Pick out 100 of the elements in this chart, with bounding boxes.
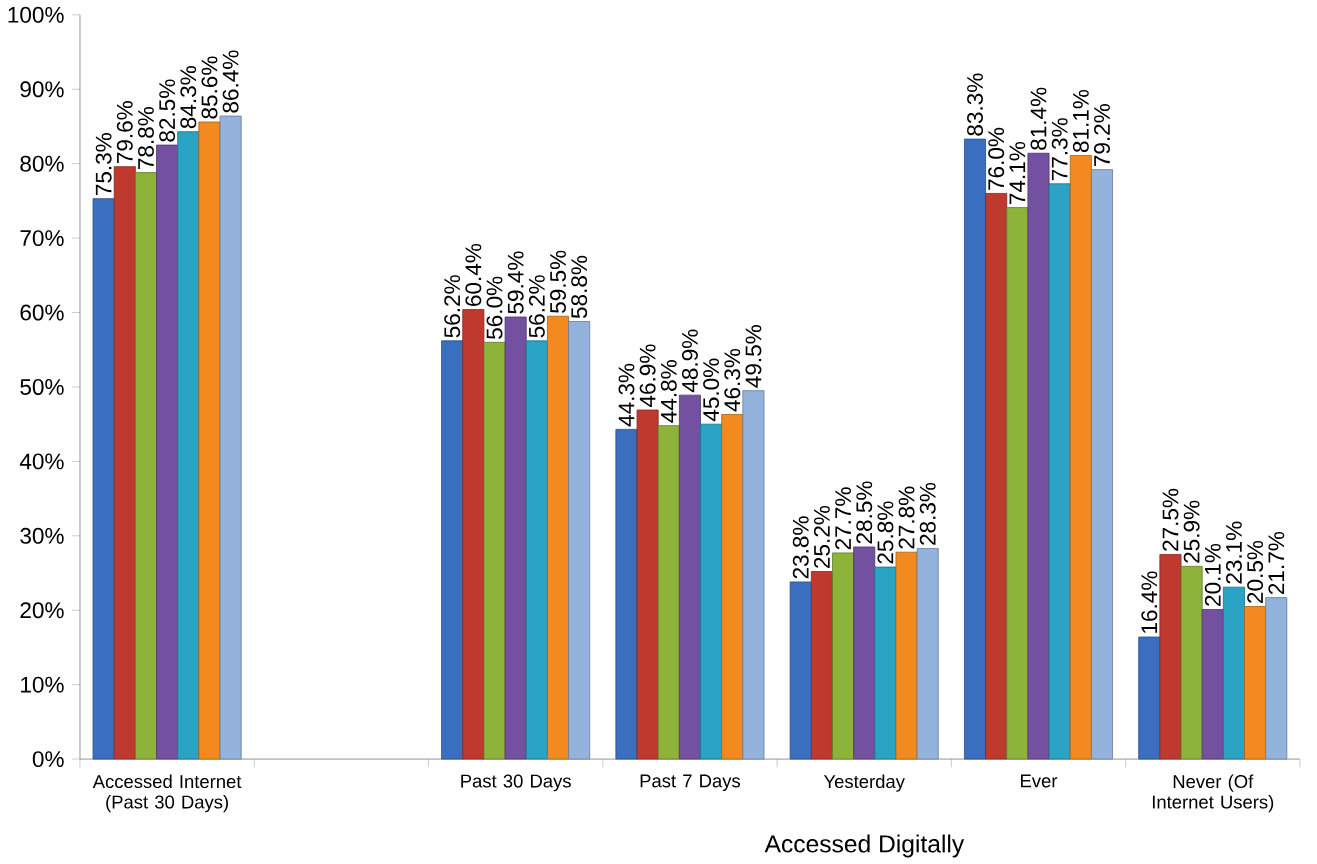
bar [615,428,638,760]
bar [525,340,548,760]
bar [678,394,701,760]
bar [1069,154,1092,760]
data-label: 28.5% [856,481,873,544]
data-label: 75.3% [95,132,112,195]
bar [156,144,179,760]
bar [92,198,115,760]
data-label: 76.0% [988,127,1005,190]
bar [568,320,591,760]
bar [462,308,485,760]
data-label: 74.1% [1009,141,1026,204]
data-label: 56.2% [444,275,461,338]
bar [700,423,723,760]
data-label: 56.2% [528,275,545,338]
bar [441,340,464,760]
data-label: 23.8% [792,516,809,579]
data-label: 16.4% [1141,571,1158,633]
bar [134,172,157,760]
y-tick-label: 80% [20,155,64,172]
bar [1159,553,1182,760]
data-label: 78.8% [137,106,154,169]
bar [874,566,897,760]
bar [1138,636,1161,760]
data-label: 46.9% [639,344,656,407]
data-label: 81.1% [1072,89,1089,152]
bar [657,425,680,760]
bar [721,413,744,760]
bar [832,552,855,760]
y-tick-label: 90% [20,81,64,98]
data-label: 45.0% [703,358,720,422]
bar [1201,608,1224,760]
x-tick-label: Past 7 Days [640,774,741,791]
data-label: 25.2% [813,505,830,568]
y-tick-label: 100% [8,6,64,23]
bar [1265,597,1288,760]
data-label: 20.1% [1204,543,1221,606]
bar [916,547,939,760]
data-label: 44.8% [660,359,677,423]
bar [1048,183,1071,760]
y-tick-label: 20% [20,602,64,619]
y-tick-label: 60% [20,304,64,321]
bar [636,409,659,760]
data-label: 77.3% [1051,118,1068,181]
data-label: 59.5% [550,250,566,313]
data-label: 25.8% [877,501,894,564]
data-label: 85.6% [201,56,218,119]
y-tick-label: 70% [20,229,64,246]
bar [113,166,136,760]
data-label: 83.3% [967,73,983,136]
bar [177,131,200,760]
data-label: 48.9% [681,329,698,393]
bar [219,115,242,760]
data-label: 59.4% [507,251,524,314]
data-label: 44.3% [618,363,635,427]
bar [985,192,1008,760]
bar [789,581,812,760]
bar [483,341,506,760]
x-tick-label: Ever [1021,774,1058,788]
bar [1027,152,1050,760]
x-tick-label: Never (Of Internet Users) [1152,774,1274,813]
y-tick-label: 0% [32,750,64,767]
bar [810,570,833,760]
data-label: 82.5% [159,79,176,142]
data-label: 27.8% [898,486,915,549]
bar [1090,169,1113,760]
bar [895,551,918,760]
y-tick-label: 30% [20,527,64,544]
data-label: 58.8% [571,255,588,318]
data-label: 27.7% [835,487,851,550]
x-tick-label: Past 30 Days [461,774,571,792]
data-label: 81.4% [1030,87,1047,150]
data-label: 49.5% [745,324,762,388]
data-label: 27.5% [1162,488,1179,551]
bar [1222,586,1245,760]
bar [547,315,569,760]
data-label: 25.9% [1183,500,1200,563]
data-label: 21.7% [1268,531,1285,594]
bar [964,138,986,760]
data-label: 56.0% [486,276,503,339]
data-label: 28.3% [919,482,936,545]
data-label: 46.3% [724,348,741,412]
bar [198,121,221,760]
data-label: 20.5% [1247,540,1264,603]
bar [1244,605,1267,760]
bar [1180,565,1203,760]
bar [742,390,765,760]
x-axis-title: Accessed Digitally [764,834,965,858]
data-label: 86.4% [222,50,239,113]
x-tick-label: Yesterday [823,774,905,792]
y-tick-label: 50% [20,378,64,395]
data-label: 84.3% [180,65,197,129]
y-tick-label: 40% [19,453,64,470]
bar [504,316,527,760]
y-tick-label: 10% [21,676,64,693]
data-label: 60.4% [465,243,482,306]
data-label: 79.6% [116,100,133,163]
data-label: 79.2% [1094,103,1110,166]
data-label: 23.1% [1225,521,1242,584]
bar [1006,207,1029,760]
